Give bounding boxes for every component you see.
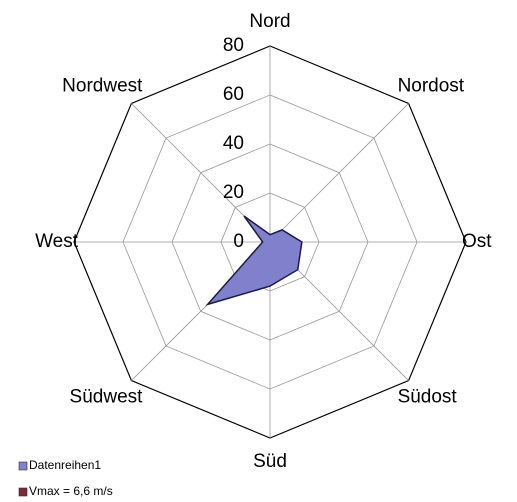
category-label: Nordost <box>398 75 465 96</box>
category-label: Nordwest <box>62 75 143 96</box>
category-label: Südwest <box>70 387 144 408</box>
category-label: Ost <box>462 231 492 252</box>
category-label: Südost <box>398 387 458 408</box>
legend-label: Datenreihen1 <box>29 458 101 472</box>
legend-label: Vmax = 6,6 m/s <box>29 484 113 498</box>
legend-swatch <box>18 487 28 497</box>
series-area <box>205 215 303 306</box>
y-tick-label: 60 <box>223 84 244 105</box>
y-tick-label: 80 <box>223 35 244 56</box>
y-tick-label: 20 <box>223 182 244 203</box>
category-label: West <box>35 231 79 252</box>
category-label: Süd <box>253 451 287 472</box>
legend-swatch <box>18 461 28 471</box>
category-label: Nord <box>249 11 290 32</box>
spoke <box>269 103 409 243</box>
y-tick-label: 0 <box>233 231 244 252</box>
y-tick-label: 40 <box>223 133 244 154</box>
